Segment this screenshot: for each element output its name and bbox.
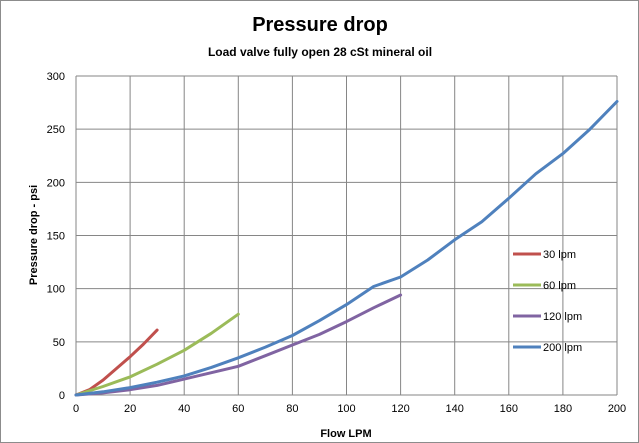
- x-tick-label: 180: [554, 403, 572, 415]
- y-tick-label: 150: [47, 231, 65, 243]
- chart-subtitle: Load valve fully open 28 cSt mineral oil: [208, 45, 432, 59]
- y-tick-label: 50: [53, 337, 65, 349]
- y-tick-label: 100: [47, 284, 65, 296]
- x-tick-label: 120: [391, 403, 409, 415]
- legend-entry-label: 30 lpm: [543, 249, 576, 261]
- chart-title: Pressure drop: [252, 14, 388, 36]
- x-tick-label: 80: [286, 403, 298, 415]
- legend-entry-label: 200 lpm: [543, 342, 582, 354]
- x-tick-label: 0: [73, 403, 79, 415]
- x-tick-label: 160: [500, 403, 518, 415]
- y-axis-title: Pressure drop - psi: [28, 185, 40, 285]
- legend-entry-label: 120 lpm: [543, 311, 582, 323]
- x-axis-title: Flow LPM: [320, 428, 371, 440]
- y-tick-label: 250: [47, 124, 65, 136]
- series-line-200-lpm: [74, 100, 619, 397]
- y-tick-label: 200: [47, 177, 65, 189]
- x-tick-label: 200: [608, 403, 626, 415]
- x-tick-label: 20: [124, 403, 136, 415]
- y-tick-label: 300: [47, 71, 65, 83]
- x-tick-label: 60: [232, 403, 244, 415]
- plot-area: 0 20 40 60 80 100 120 140 160 180 200 0 50 100 150 200 2…: [47, 71, 627, 415]
- series-line-60-lpm: [74, 312, 240, 397]
- legend: 30 lpm 60 lpm 120 lpm 200 lpm: [513, 249, 582, 354]
- y-tick-label: 0: [59, 390, 65, 402]
- series-line-120-lpm: [74, 293, 403, 397]
- x-tick-label: 40: [178, 403, 190, 415]
- x-tick-label: 140: [446, 403, 464, 415]
- x-tick-label: 100: [337, 403, 355, 415]
- legend-entry-label: 60 lpm: [543, 280, 576, 292]
